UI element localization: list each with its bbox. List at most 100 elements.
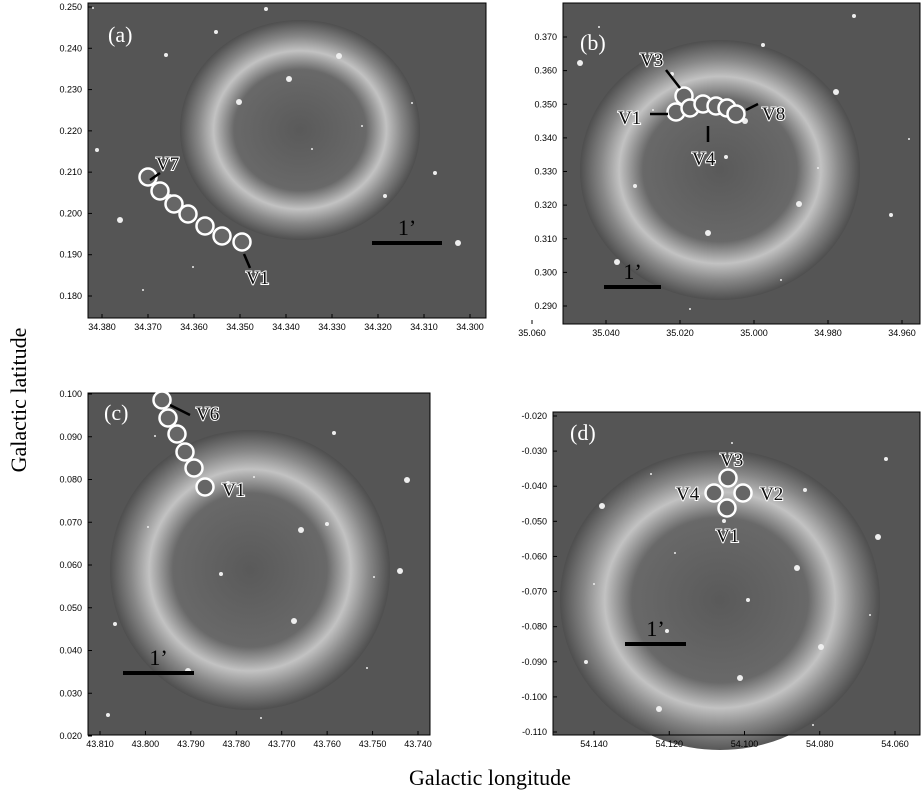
marker-pointer xyxy=(745,102,759,112)
marker-label: V1 xyxy=(222,480,245,501)
y-tick-label: 0.050 xyxy=(59,603,82,613)
star xyxy=(260,717,262,719)
star xyxy=(404,477,410,483)
aperture xyxy=(164,194,184,214)
star xyxy=(796,201,802,207)
aperture xyxy=(717,498,737,518)
star xyxy=(291,618,297,624)
marker-label: V3 xyxy=(720,450,743,471)
x-tick-label: 43.790 xyxy=(177,739,205,749)
y-tick-label: 0.310 xyxy=(534,234,557,244)
y-tick-label: -0.070 xyxy=(521,587,547,597)
star xyxy=(106,713,110,717)
star xyxy=(433,171,437,175)
x-tick-label: 34.370 xyxy=(134,322,162,332)
x-tick-label: 34.360 xyxy=(180,322,208,332)
star xyxy=(226,481,230,485)
x-tick-label: 35.040 xyxy=(592,328,620,338)
aperture xyxy=(175,442,195,462)
x-tick-label: 34.300 xyxy=(456,322,484,332)
panel-label: (c) xyxy=(104,400,128,425)
x-axis-title: Galactic longitude xyxy=(409,765,571,790)
aperture xyxy=(150,181,170,201)
y-tick-label: 0.230 xyxy=(59,85,82,95)
y-tick-label: 0.360 xyxy=(534,66,557,76)
y-tick-label: -0.050 xyxy=(521,516,547,526)
x-tick-label: 34.340 xyxy=(272,322,300,332)
star xyxy=(192,266,194,268)
star xyxy=(852,14,856,18)
aperture xyxy=(195,477,215,497)
star xyxy=(253,476,255,478)
marker-pointer xyxy=(169,403,191,417)
x-tick-label: 34.330 xyxy=(318,322,346,332)
star xyxy=(633,184,637,188)
y-tick-label: 0.100 xyxy=(59,389,82,399)
y-tick-label: -0.100 xyxy=(521,692,547,702)
star xyxy=(722,519,726,523)
star xyxy=(746,598,750,602)
y-tick-label: -0.110 xyxy=(522,727,547,737)
aperture xyxy=(158,408,178,428)
marker-label: V1 xyxy=(716,526,739,547)
y-tick-label: 0.250 xyxy=(59,2,82,12)
star xyxy=(803,488,807,492)
star xyxy=(361,125,363,127)
star xyxy=(366,667,368,669)
aperture xyxy=(232,232,252,252)
star xyxy=(761,43,765,47)
image-frame xyxy=(87,392,431,736)
star xyxy=(577,60,583,66)
x-tick-label: 43.770 xyxy=(268,739,296,749)
y-tick-label: 0.070 xyxy=(59,517,82,527)
scale-bar-label: 1’ xyxy=(398,215,416,240)
marker-label: V3 xyxy=(640,50,663,71)
y-tick-label: 0.040 xyxy=(59,646,82,656)
y-tick-label: 0.020 xyxy=(59,731,82,741)
star xyxy=(818,644,824,650)
y-tick-label: 0.220 xyxy=(59,126,82,136)
marker-label: V6 xyxy=(196,404,219,425)
aperture xyxy=(718,468,738,488)
star xyxy=(724,155,728,159)
nebula-ring xyxy=(580,40,860,300)
star xyxy=(113,622,117,626)
y-tick-label: 0.320 xyxy=(534,200,557,210)
star xyxy=(656,706,662,712)
y-tick-label: -0.060 xyxy=(521,551,547,561)
scale-bar-label: 1’ xyxy=(646,616,664,641)
y-tick-label: 0.210 xyxy=(59,167,82,177)
star xyxy=(650,473,652,475)
x-tick-label: 43.800 xyxy=(132,739,160,749)
x-tick-label: 43.740 xyxy=(404,739,432,749)
y-tick-label: 0.290 xyxy=(534,301,557,311)
scale-bar-label: 1’ xyxy=(623,259,641,284)
x-tick-label: 34.320 xyxy=(364,322,392,332)
aperture xyxy=(726,104,746,124)
star xyxy=(614,259,620,265)
star xyxy=(584,660,588,664)
star xyxy=(598,26,600,28)
y-tick-label: -0.090 xyxy=(521,657,547,667)
star xyxy=(219,572,223,576)
panel-label: (d) xyxy=(570,420,596,445)
star xyxy=(147,526,149,528)
star xyxy=(117,217,123,223)
star xyxy=(794,565,800,571)
star xyxy=(737,675,743,681)
aperture xyxy=(733,483,753,503)
x-tick-label: 34.310 xyxy=(410,322,438,332)
y-tick-label: 0.030 xyxy=(59,688,82,698)
aperture xyxy=(184,458,204,478)
marker-label: V2 xyxy=(760,484,783,505)
y-tick-label: 0.370 xyxy=(534,32,557,42)
star xyxy=(214,30,218,34)
star xyxy=(689,308,691,310)
star xyxy=(652,109,654,111)
star xyxy=(142,289,144,291)
aperture xyxy=(152,390,172,410)
aperture xyxy=(138,167,158,187)
marker-label: V8 xyxy=(762,104,785,125)
x-tick-label: 35.060 xyxy=(518,328,546,338)
star xyxy=(154,435,156,437)
